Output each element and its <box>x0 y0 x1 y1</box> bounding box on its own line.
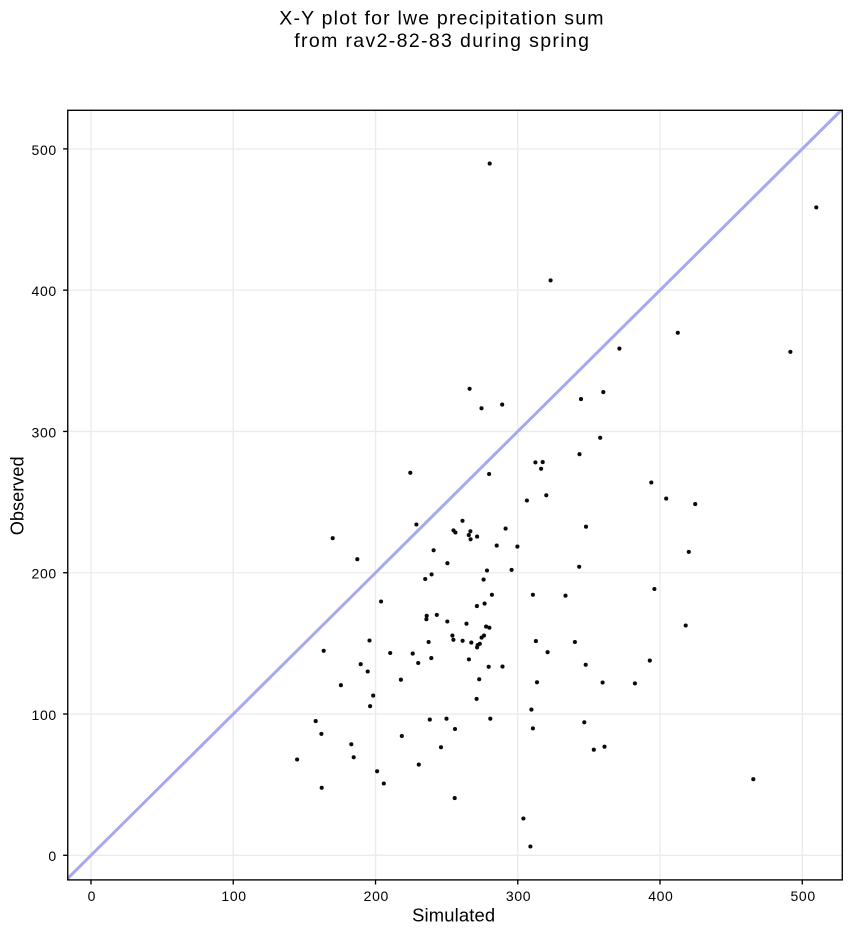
svg-text:from rav2-82-83 during spring: from rav2-82-83 during spring <box>294 30 590 52</box>
svg-text:200: 200 <box>364 888 389 904</box>
svg-text:Observed: Observed <box>7 456 27 535</box>
svg-text:X-Y plot for lwe precipitation: X-Y plot for lwe precipitation sum <box>279 8 604 30</box>
svg-text:300: 300 <box>506 888 531 904</box>
svg-text:400: 400 <box>648 888 673 904</box>
svg-text:Simulated: Simulated <box>412 904 495 925</box>
svg-text:100: 100 <box>221 888 246 904</box>
svg-text:500: 500 <box>32 142 57 158</box>
svg-text:0: 0 <box>48 848 56 864</box>
svg-text:400: 400 <box>32 283 57 299</box>
svg-text:0: 0 <box>88 888 96 904</box>
svg-text:300: 300 <box>32 424 57 440</box>
svg-text:200: 200 <box>32 566 57 582</box>
svg-text:500: 500 <box>790 888 815 904</box>
svg-text:100: 100 <box>32 707 57 723</box>
